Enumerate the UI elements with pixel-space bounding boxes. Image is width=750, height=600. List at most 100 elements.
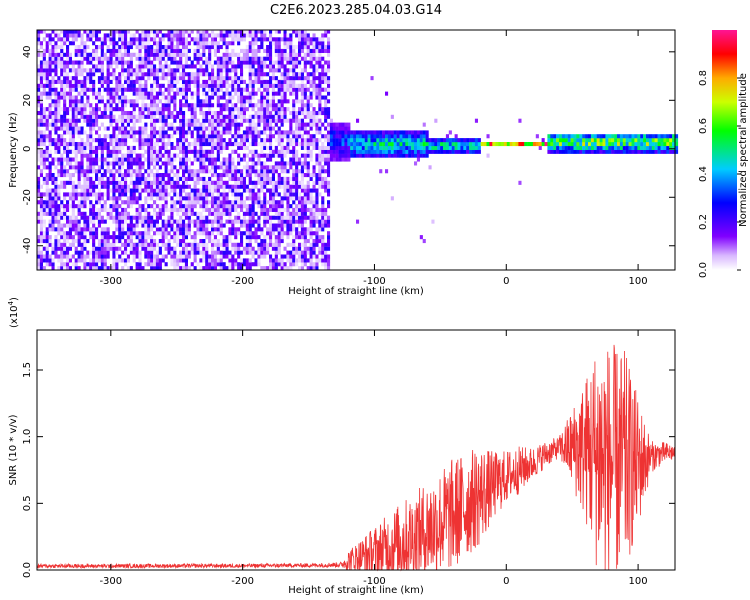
spectrogram-cell: [202, 72, 206, 77]
spectrogram-cell: [303, 204, 307, 209]
spectrogram-cell: [271, 266, 275, 271]
spectrogram-cell: [71, 219, 75, 224]
spectrogram-cell: [164, 227, 168, 232]
spectrogram-cell: [51, 45, 55, 50]
spectrogram-cell: [263, 99, 267, 104]
spectrogram-cell: [240, 176, 244, 181]
spectrogram-cell: [68, 258, 72, 263]
spectrogram-cell: [89, 72, 93, 77]
spectrogram-cell: [37, 76, 41, 81]
spectrogram-cell: [205, 254, 209, 259]
spectrogram-cell: [170, 262, 174, 267]
spectrogram-cell: [68, 157, 72, 162]
spectrogram-cell: [298, 211, 302, 216]
spectrogram-cell: [66, 48, 70, 53]
spectrogram-cell: [71, 126, 75, 131]
spectrogram-cell: [303, 173, 307, 178]
spectrogram-cell: [57, 239, 61, 244]
spectrogram-cell: [54, 95, 58, 100]
spectrogram-cell: [77, 45, 81, 50]
spectrogram-cell: [225, 45, 229, 50]
spectrogram-cell: [176, 239, 180, 244]
spectrogram-cell: [153, 165, 157, 170]
spectrogram-cell: [51, 37, 55, 42]
spectrogram-cell: [121, 200, 125, 205]
spectrogram-cell: [132, 79, 136, 84]
spectrogram-cell: [237, 184, 241, 189]
spectrogram-cell: [153, 239, 157, 244]
spectrogram-cell: [295, 149, 299, 154]
spectrogram-cell: [121, 99, 125, 104]
spectrogram-cell: [315, 118, 319, 123]
spectrogram-cell: [57, 204, 61, 209]
spectrogram-cell: [318, 149, 322, 154]
spectrogram-cell: [208, 107, 212, 112]
spectrogram-cell: [184, 200, 188, 205]
spectrogram-cell: [60, 41, 64, 46]
spectrogram-cell: [60, 134, 64, 139]
spectrogram-cell: [228, 60, 232, 65]
spectrogram-cell: [103, 169, 107, 174]
spectrogram-cell: [219, 161, 223, 166]
spectrogram-cell: [176, 211, 180, 216]
spectrogram-cell: [83, 231, 87, 236]
spectrogram-cell: [173, 83, 177, 88]
spectrogram-cell: [303, 196, 307, 201]
spectrogram-cell: [196, 142, 200, 147]
spectrogram-cell: [321, 64, 325, 69]
spectrogram-cell: [298, 134, 302, 139]
spectrogram-cell: [321, 95, 325, 100]
spectrogram-cell: [176, 169, 180, 174]
spectrogram-cell: [126, 153, 130, 158]
spectrogram-cell: [77, 207, 81, 212]
spectrogram-cell: [121, 227, 125, 232]
spectrogram-cell: [373, 130, 377, 135]
spectrogram-cell: [95, 207, 99, 212]
spectrogram-cell: [63, 231, 67, 236]
spectrogram-cell: [318, 91, 322, 96]
spectrogram-cell: [86, 165, 90, 170]
spectrogram-cell: [164, 130, 168, 135]
spectrogram-cell: [74, 145, 78, 150]
spectrogram-cell: [231, 103, 235, 108]
spectrogram-cell: [48, 196, 52, 201]
spectrogram-cell: [321, 41, 325, 46]
spectrogram-cell: [138, 176, 142, 181]
spectrogram-cell: [228, 99, 232, 104]
spectrogram-cell: [237, 60, 241, 65]
spectrogram-cell: [257, 254, 261, 259]
spectrogram-cell: [97, 60, 101, 65]
spectrogram-cell: [121, 68, 125, 73]
spectrogram-cell: [48, 60, 52, 65]
spectrogram-cell: [66, 118, 70, 123]
spectrogram-cell: [141, 134, 145, 139]
spectrogram-cell: [327, 130, 331, 135]
spectrogram-cell: [126, 145, 130, 150]
spectrogram-cell: [100, 72, 104, 77]
spectrogram-cell: [45, 192, 49, 197]
spectrogram-cell: [54, 184, 58, 189]
spectrogram-cell: [245, 161, 249, 166]
spectrogram-cell: [173, 180, 177, 185]
spectrogram-cell: [63, 204, 67, 209]
spectrogram-cell: [240, 204, 244, 209]
spectrogram-cell: [124, 45, 128, 50]
spectrogram-cell: [283, 145, 287, 150]
spectrogram-cell: [211, 103, 215, 108]
spectrogram-cell: [283, 188, 287, 193]
spectrogram-cell: [222, 157, 226, 162]
spectrogram-cell: [54, 165, 58, 170]
spectrogram-cell: [269, 254, 273, 259]
spectrogram-cell: [248, 149, 252, 154]
spectrogram-cell: [205, 223, 209, 228]
spectrogram-cell: [222, 68, 226, 73]
spectrogram-cell: [147, 223, 151, 228]
spectrogram-cell: [309, 242, 313, 247]
spectrogram-cell: [83, 196, 87, 201]
spectrogram-cell: [95, 176, 99, 181]
spectrogram-cell: [266, 266, 270, 271]
spectrogram-cell: [263, 219, 267, 224]
spectrogram-cell: [248, 56, 252, 61]
spectrogram-cell: [231, 227, 235, 232]
spectrogram-cell: [315, 192, 319, 197]
